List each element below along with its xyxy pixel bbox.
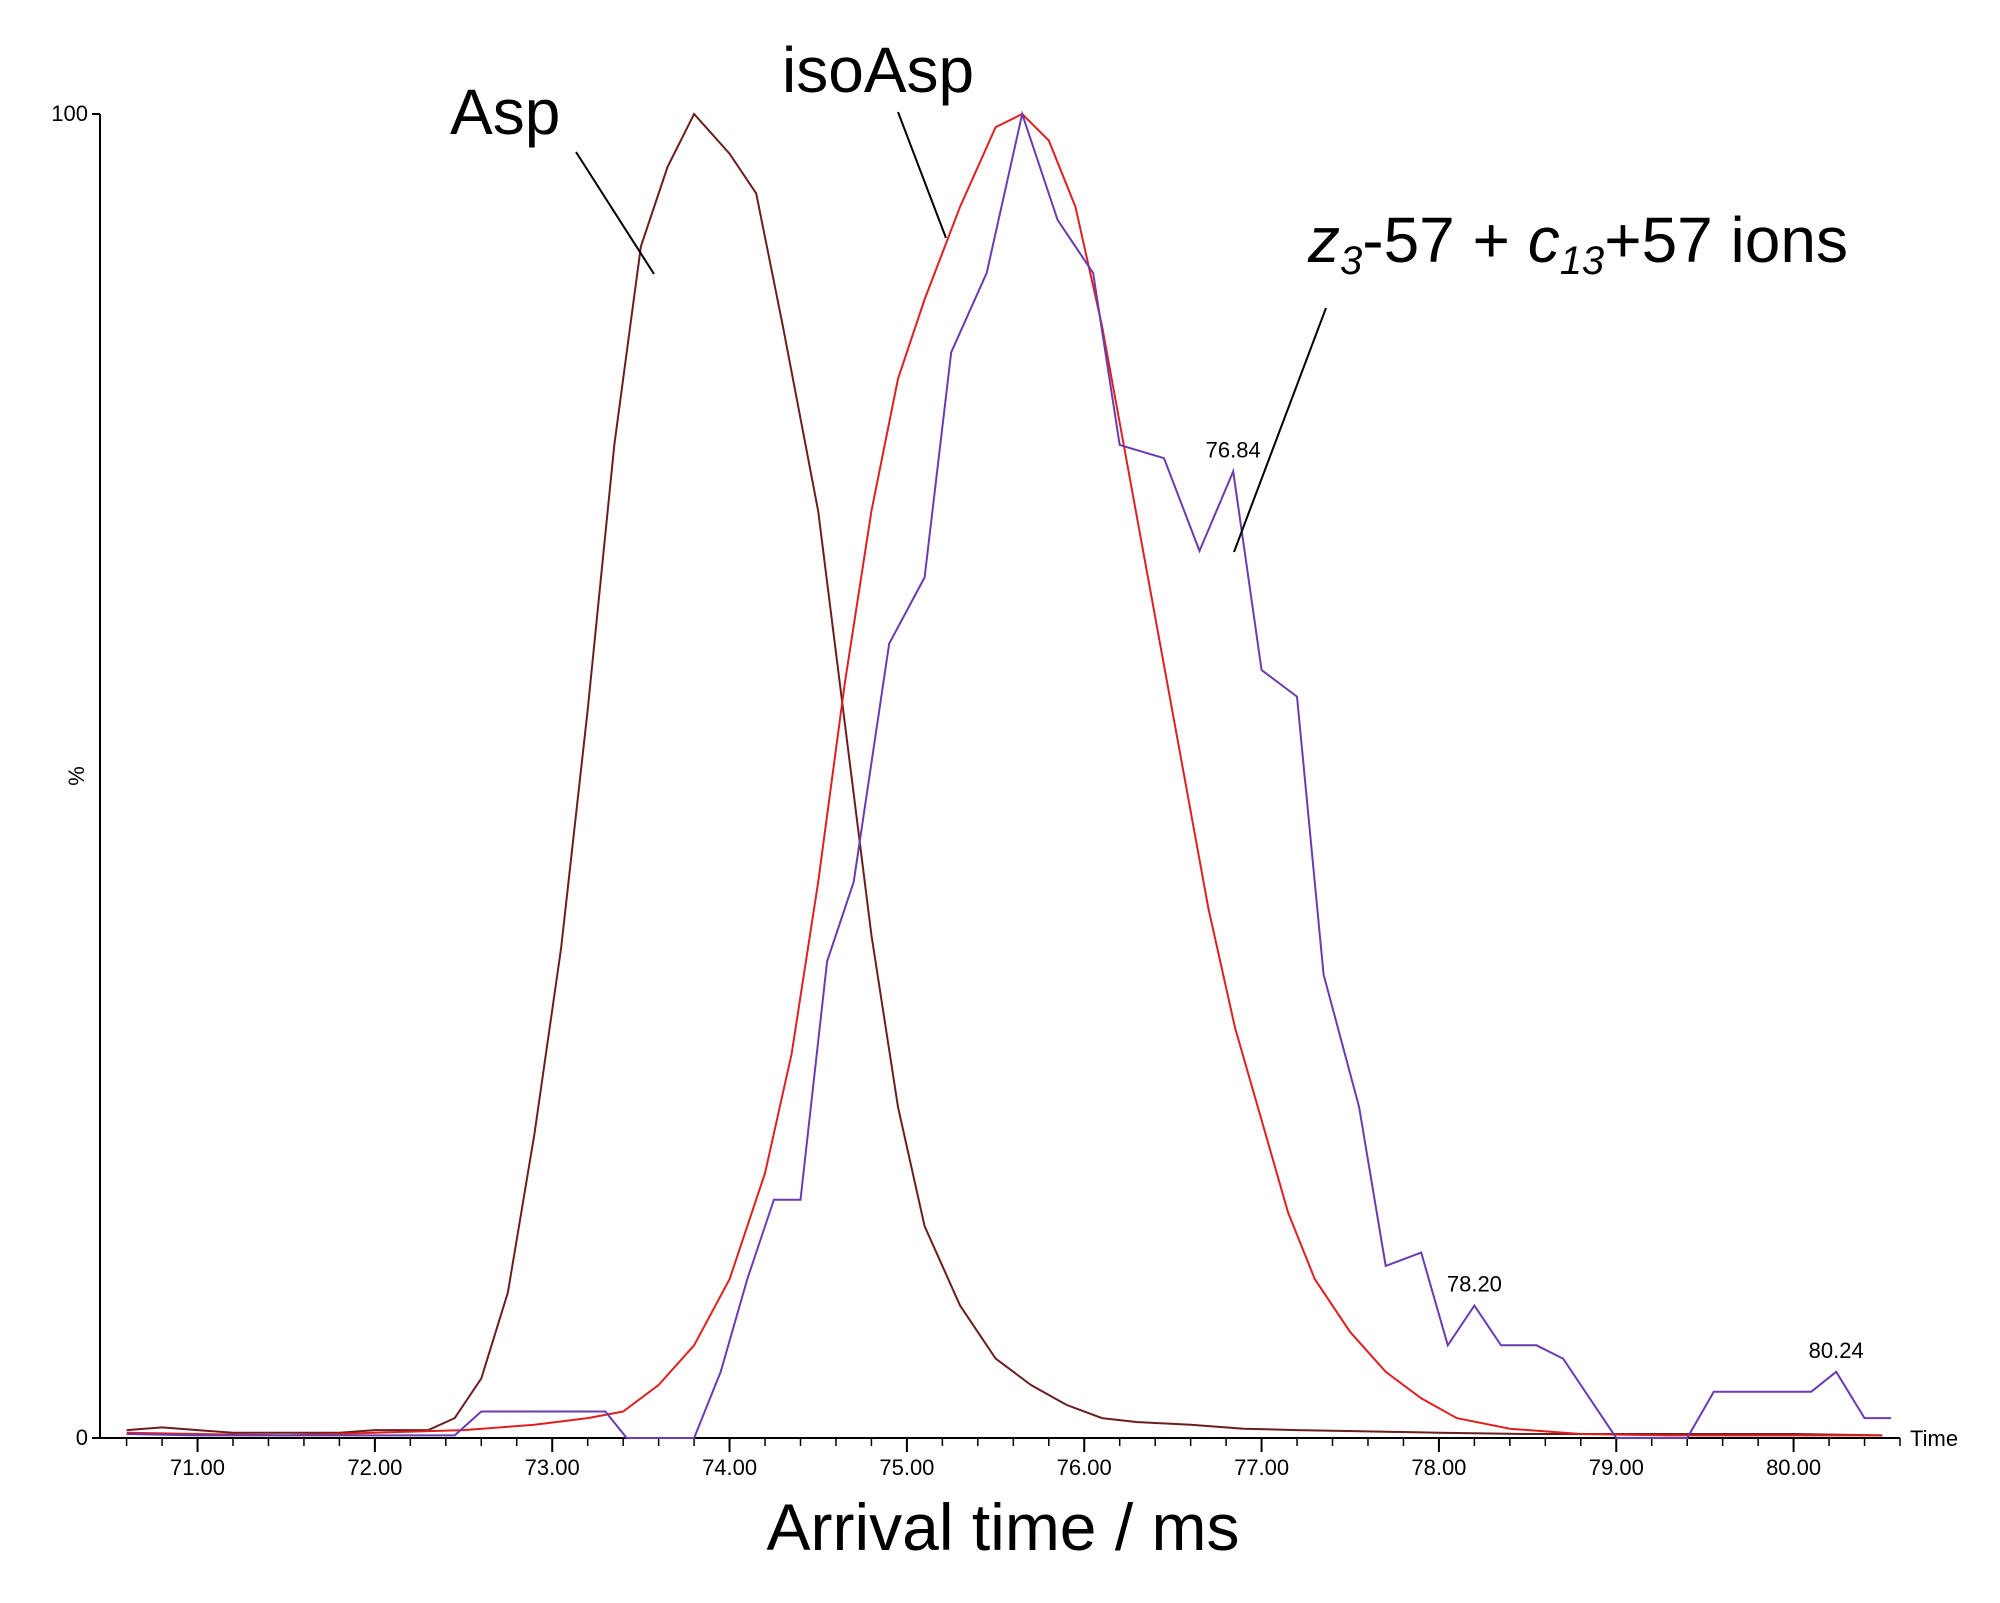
- annotation-isoasp-leader: [897, 111, 947, 239]
- annotation-isoasp: isoAsp: [782, 34, 974, 106]
- x-tick-label: 80.00: [1766, 1455, 1821, 1480]
- x-tick-label: 77.00: [1234, 1455, 1289, 1480]
- x-tick-label: 72.00: [347, 1455, 402, 1480]
- series-line-asp: [126, 112, 1883, 1437]
- x-axis-unit-label: Time: [1910, 1426, 1958, 1451]
- ions-end: +57 ions: [1604, 204, 1848, 276]
- y-axis-label: %: [64, 766, 89, 786]
- y-tick-label-0: 0: [76, 1425, 88, 1450]
- ions-z-sub: 3: [1340, 239, 1362, 283]
- x-minor-ticks: [125, 1438, 1901, 1446]
- annotation-ions-leader: [1233, 307, 1327, 553]
- ions-c-sub: 13: [1560, 239, 1605, 283]
- ions-mid: -57 +: [1362, 204, 1527, 276]
- x-axis-title: Arrival time / ms: [766, 1490, 1239, 1564]
- y-tick-label-100: 100: [51, 101, 88, 126]
- series-line-z3-c13-ions: [126, 110, 1892, 1439]
- x-tick-label: 78.00: [1411, 1455, 1466, 1480]
- annotation-asp-leader: [575, 151, 655, 275]
- peak-label: 78.20: [1447, 1272, 1502, 1297]
- peak-label: 76.84: [1206, 438, 1261, 463]
- series-line-isoasp: [126, 112, 1883, 1437]
- x-tick-label: 71.00: [170, 1455, 225, 1480]
- annotation-ions: z3-57 + c13+57 ions: [1307, 204, 1848, 283]
- x-major-ticks: [196, 1438, 1795, 1452]
- annotation-asp: Asp: [450, 76, 560, 148]
- x-tick-label: 76.00: [1057, 1455, 1112, 1480]
- peak-label: 80.24: [1809, 1338, 1864, 1363]
- x-tick-labels: 71.00 72.00 73.00 74.00 75.00 76.00 77.0…: [170, 1455, 1821, 1480]
- ions-z: z: [1307, 204, 1340, 276]
- x-tick-label: 75.00: [879, 1455, 934, 1480]
- x-tick-label: 74.00: [702, 1455, 757, 1480]
- x-tick-label: 73.00: [525, 1455, 580, 1480]
- ions-c: c: [1528, 204, 1560, 276]
- x-tick-label: 79.00: [1589, 1455, 1644, 1480]
